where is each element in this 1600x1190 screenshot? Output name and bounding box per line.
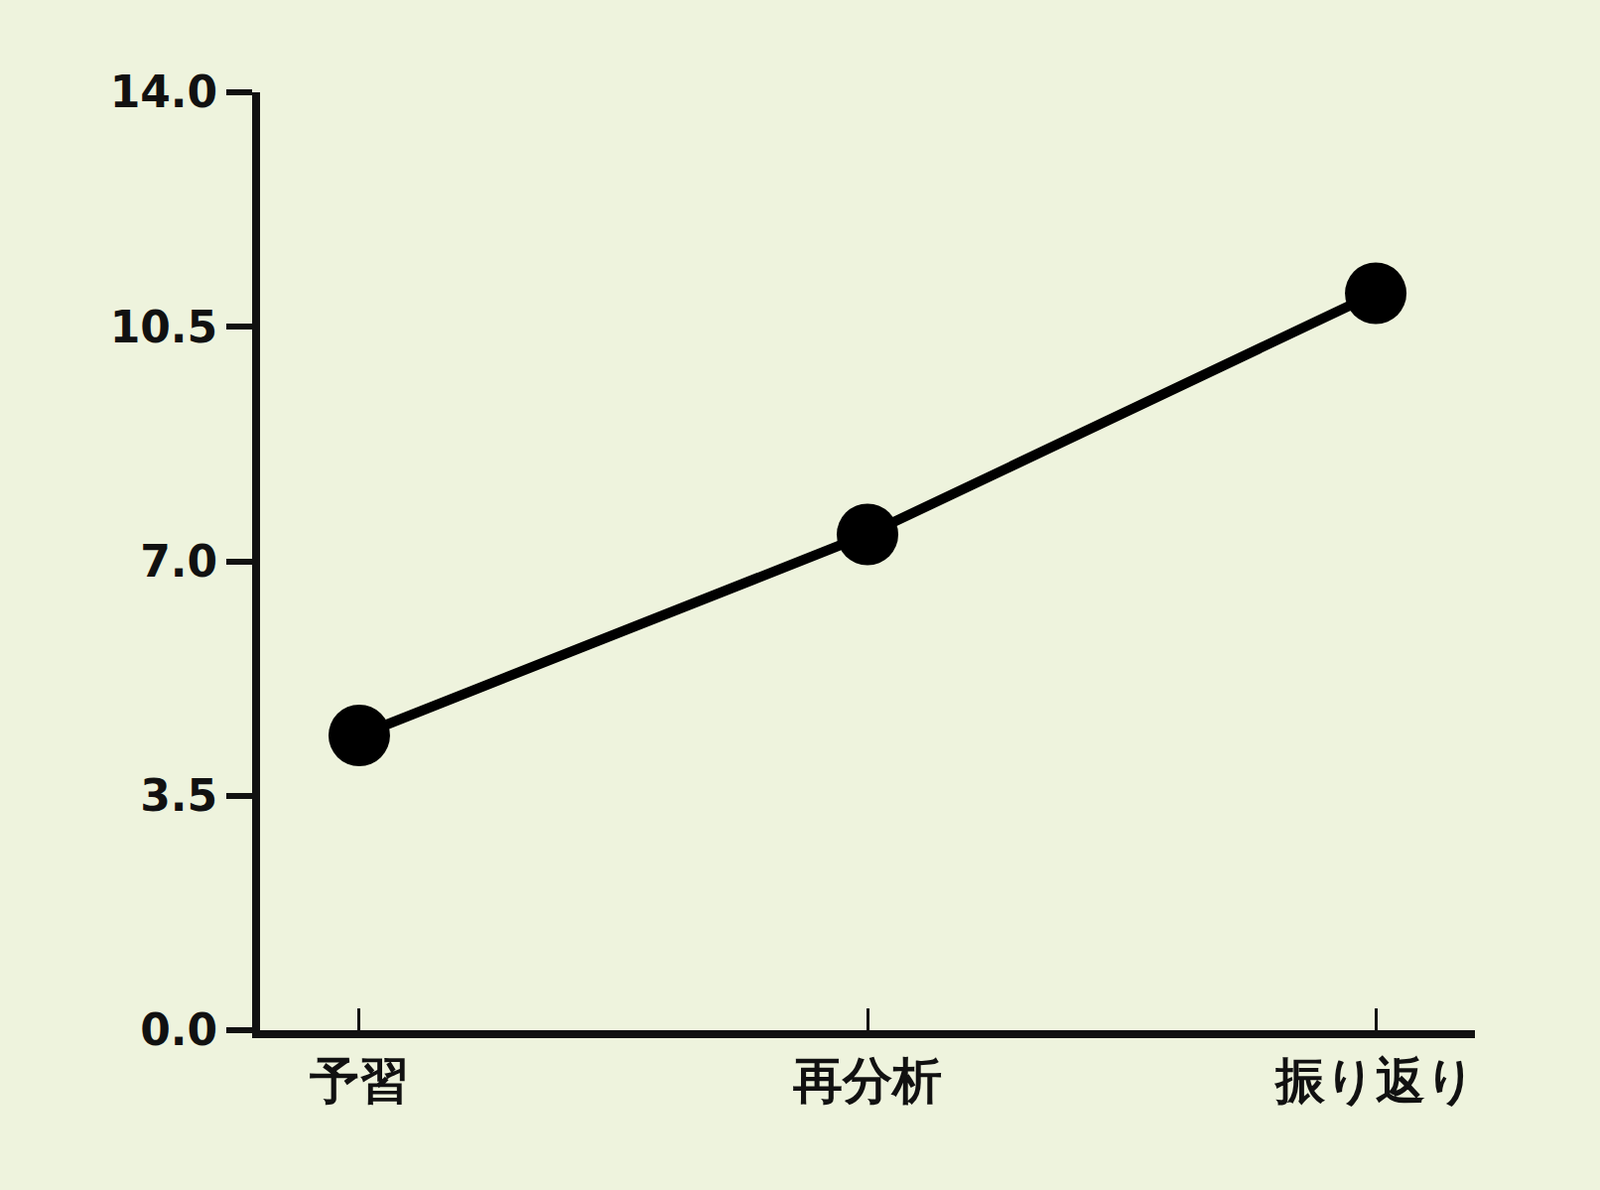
svg-text:再分析: 再分析 bbox=[792, 1052, 942, 1110]
svg-text:14.0: 14.0 bbox=[110, 66, 219, 118]
svg-text:予習: 予習 bbox=[308, 1052, 409, 1110]
svg-text:0.0: 0.0 bbox=[139, 1004, 218, 1056]
svg-text:3.5: 3.5 bbox=[139, 770, 218, 821]
svg-text:10.5: 10.5 bbox=[110, 301, 219, 353]
svg-text:7.0: 7.0 bbox=[139, 535, 218, 587]
svg-text:振り返り: 振り返り bbox=[1273, 1052, 1476, 1110]
